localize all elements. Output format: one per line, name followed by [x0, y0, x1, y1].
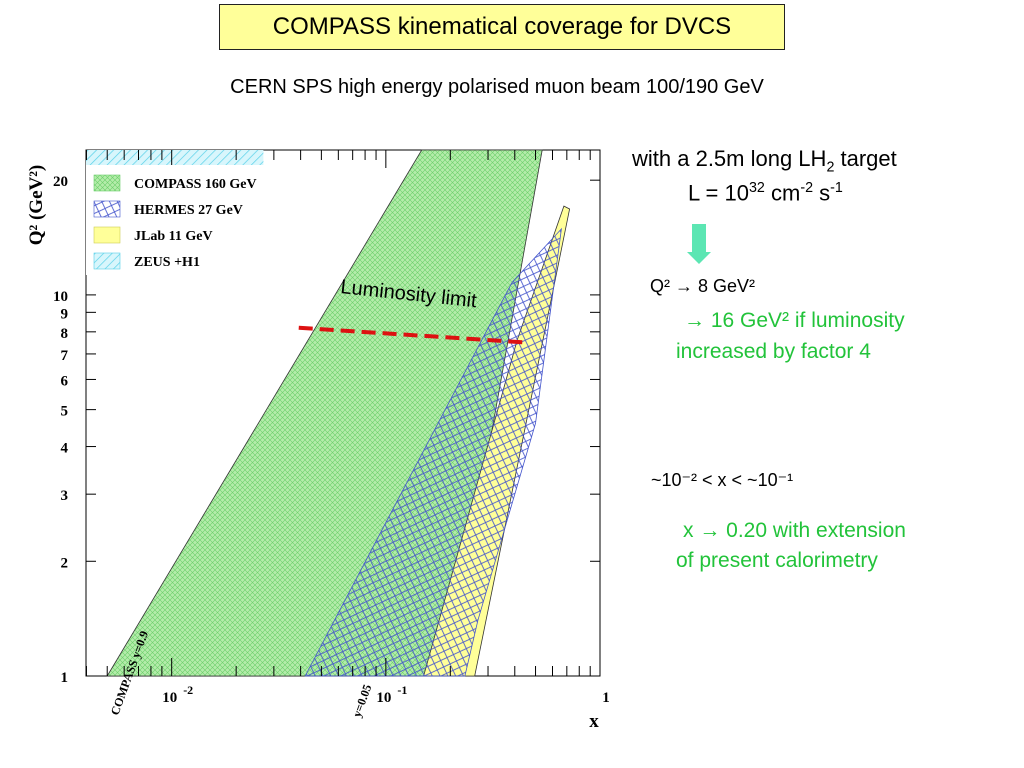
- curve-label-y005: y=0.05: [350, 682, 375, 719]
- target-line: with a 2.5m long LH2 target: [632, 146, 897, 175]
- x-green-line-2: of present calorimetry: [676, 549, 878, 572]
- lumi-cm: cm: [764, 180, 801, 206]
- legend-label: COMPASS 160 GeV: [134, 177, 257, 192]
- down-arrow-head-icon: [687, 252, 711, 264]
- q2-green-line-2: increased by factor 4: [676, 340, 871, 363]
- y-tick-label: 6: [61, 373, 69, 389]
- legend-swatch: [93, 252, 121, 270]
- x-tick-label: 1: [602, 690, 610, 706]
- legend-swatch: [93, 174, 121, 192]
- target-line-prefix: with a 2.5m long LH: [632, 146, 827, 171]
- slide-title: COMPASS kinematical coverage for DVCS: [219, 4, 785, 50]
- x-range-statement: ~10⁻² < x < ~10⁻¹: [651, 470, 794, 490]
- legend-swatch: [93, 200, 121, 218]
- q2-green-line-1: → 16 GeV² if luminosity: [684, 309, 905, 332]
- lumi-s: s: [813, 180, 831, 206]
- y-tick-label: 4: [61, 441, 69, 457]
- y-tick-label: 2: [61, 555, 69, 571]
- y-tick-label: 9: [61, 306, 69, 322]
- slide-subtitle: CERN SPS high energy polarised muon beam…: [230, 76, 764, 98]
- down-arrow-icon: [692, 224, 706, 254]
- y-tick-label: 3: [61, 488, 69, 504]
- lumi-exp: 32: [748, 180, 765, 196]
- lumi-prefix: L = 10: [688, 180, 749, 206]
- x-green-line-1: x → 0.20 with extension: [683, 519, 906, 542]
- target-line-suffix: target: [834, 146, 897, 171]
- x-axis-label: x: [589, 711, 599, 732]
- q2-statement: Q² → 8 GeV²: [650, 276, 756, 296]
- legend-label: HERMES 27 GeV: [134, 203, 243, 218]
- legend-box: [86, 165, 300, 275]
- x-tick-label: 10 -2: [162, 683, 193, 706]
- y-tick-label: 20: [53, 174, 68, 190]
- lumi-s-exp: -1: [830, 180, 843, 196]
- legend-label: JLab 11 GeV: [134, 229, 213, 244]
- y-tick-label: 5: [61, 404, 69, 420]
- luminosity-line: L = 1032 cm-2 s-1: [688, 180, 843, 206]
- target-line-sub: 2: [826, 159, 835, 176]
- legend-swatch: [93, 226, 121, 244]
- luminosity-limit-line: [298, 325, 527, 345]
- x-tick-label: 10 -1: [376, 683, 407, 706]
- y-tick-label: 8: [61, 326, 69, 342]
- y-tick-label: 1: [61, 670, 69, 686]
- lumi-cm-exp: -2: [800, 180, 814, 196]
- y-tick-label: 10: [53, 289, 68, 305]
- legend-label: ZEUS +H1: [134, 255, 200, 270]
- y-tick-label: 7: [61, 348, 69, 364]
- y-axis-label: Q² (GeV²): [26, 165, 47, 246]
